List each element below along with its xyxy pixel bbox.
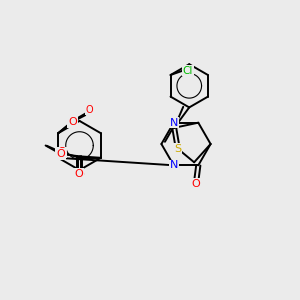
Text: S: S <box>174 144 182 154</box>
Text: O: O <box>191 179 200 189</box>
Text: O: O <box>56 149 65 159</box>
Text: O: O <box>75 169 84 179</box>
Text: O: O <box>68 117 77 127</box>
Text: O: O <box>85 105 93 115</box>
Text: Cl: Cl <box>182 65 193 76</box>
Text: N: N <box>169 160 178 170</box>
Text: O: O <box>75 170 84 180</box>
Text: O: O <box>57 147 66 158</box>
Text: N: N <box>169 118 178 128</box>
Text: O: O <box>69 116 78 126</box>
